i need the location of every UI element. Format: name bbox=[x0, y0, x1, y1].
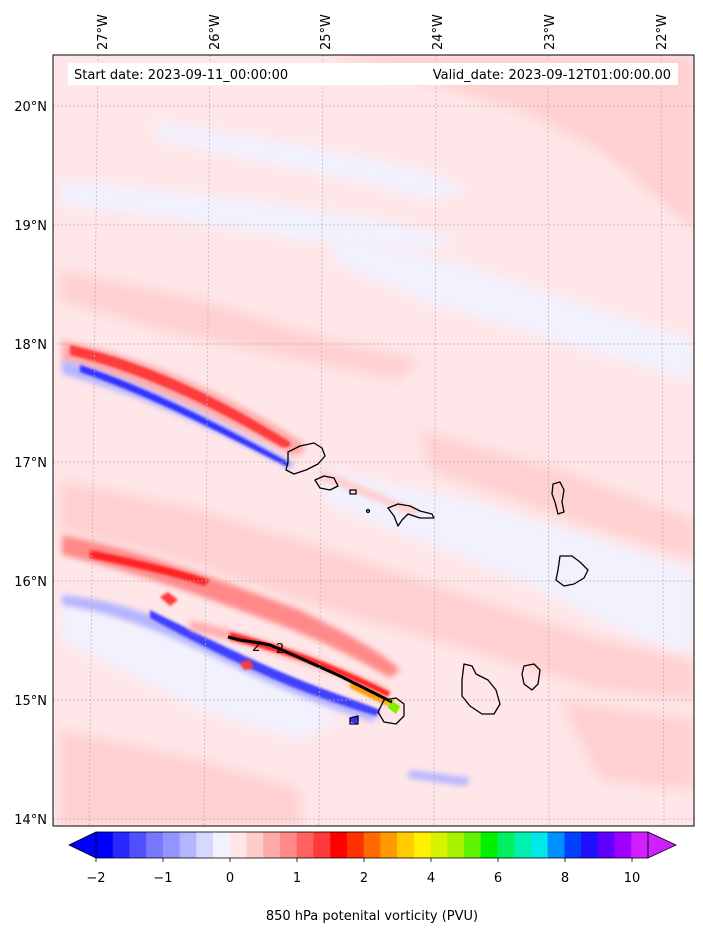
latitude-labels: 20°N 19°N 18°N 17°N 16°N 15°N 14°N bbox=[14, 100, 47, 828]
cbar-tick-label: 10 bbox=[624, 871, 641, 886]
lat-label-15n: 15°N bbox=[14, 694, 47, 709]
colorbar-cell bbox=[397, 832, 415, 858]
colorbar-cells bbox=[96, 832, 649, 858]
colorbar-cell bbox=[363, 832, 381, 858]
longitude-labels: 27°W 26°W 25°W 24°W 23°W 22°W bbox=[96, 14, 670, 50]
colorbar-cell bbox=[229, 832, 248, 858]
colorbar-cell bbox=[631, 832, 649, 858]
island-brava bbox=[349, 715, 359, 725]
lat-label-14n: 14°N bbox=[14, 813, 47, 828]
colorbar-cell bbox=[112, 832, 130, 858]
valid-date: Valid_date: 2023-09-12T01:00:00.00 bbox=[433, 68, 671, 83]
colorbar: −2 −1 0 1 2 4 6 8 10 850 hPa potenital v… bbox=[68, 831, 677, 924]
colorbar-cell bbox=[614, 832, 632, 858]
colorbar-cell bbox=[263, 832, 281, 858]
lat-label-18n: 18°N bbox=[14, 338, 47, 353]
lon-label-27w: 27°W bbox=[96, 14, 111, 50]
colorbar-cell bbox=[280, 832, 298, 858]
colorbar-cell bbox=[597, 832, 616, 858]
lat-label-20n: 20°N bbox=[14, 100, 47, 115]
cbar-tick-label: −1 bbox=[153, 871, 172, 886]
island-sao-nicolau bbox=[387, 503, 435, 527]
island-santo-antao bbox=[285, 442, 326, 475]
lat-label-19n: 19°N bbox=[14, 219, 47, 234]
colorbar-cell bbox=[480, 832, 498, 858]
colorbar-cell bbox=[146, 832, 164, 858]
colorbar-cell bbox=[497, 832, 515, 858]
colorbar-cell bbox=[246, 832, 264, 858]
start-date: Start date: 2023-09-11_00:00:00 bbox=[74, 68, 288, 83]
colorbar-cell bbox=[564, 832, 582, 858]
colorbar-cell bbox=[213, 832, 231, 858]
colorbar-cell bbox=[313, 832, 331, 858]
island-maio bbox=[521, 663, 541, 691]
cbar-tick-label: 6 bbox=[494, 871, 502, 886]
cbar-tick-label: −2 bbox=[86, 871, 105, 886]
colorbar-cell bbox=[162, 832, 181, 858]
cbar-tick-label: 4 bbox=[427, 871, 435, 886]
colorbar-cell bbox=[447, 832, 465, 858]
colorbar-cell bbox=[346, 832, 365, 858]
colorbar-cell bbox=[380, 832, 398, 858]
colorbar-cell bbox=[514, 832, 532, 858]
colorbar-cell bbox=[196, 832, 214, 858]
island-santiago bbox=[461, 663, 501, 715]
colorbar-cell bbox=[179, 832, 197, 858]
lat-label-17n: 17°N bbox=[14, 456, 47, 471]
colorbar-frame bbox=[95, 831, 649, 859]
island-sao-vicente bbox=[314, 475, 339, 491]
gridlines bbox=[53, 55, 694, 826]
colorbar-cell bbox=[581, 832, 599, 858]
colorbar-cell bbox=[96, 832, 114, 858]
colorbar-cell bbox=[530, 832, 549, 858]
colorbar-label: 850 hPa potenital vorticity (PVU) bbox=[266, 909, 478, 924]
colorbar-tick-labels: −2 −1 0 1 2 4 6 8 10 bbox=[86, 871, 640, 886]
lon-label-26w: 26°W bbox=[208, 14, 223, 50]
colorbar-cell bbox=[430, 832, 448, 858]
island-boa-vista bbox=[555, 555, 589, 587]
colorbar-cell bbox=[464, 832, 482, 858]
field-patches bbox=[60, 55, 694, 826]
contour-label: 2 bbox=[252, 640, 260, 655]
lon-label-25w: 25°W bbox=[319, 14, 334, 50]
contour-label-2: 2 bbox=[276, 642, 284, 657]
colorbar-cell bbox=[129, 832, 147, 858]
island-santa-luzia bbox=[349, 489, 357, 495]
pv-contour-line bbox=[227, 635, 393, 704]
colorbar-cell bbox=[296, 832, 314, 858]
map-panel: 2 2 bbox=[53, 55, 694, 826]
coastlines bbox=[285, 442, 589, 725]
northern-vorticity-band bbox=[62, 340, 420, 516]
colorbar-cell bbox=[413, 832, 432, 858]
lon-label-24w: 24°W bbox=[431, 14, 446, 50]
lat-label-16n: 16°N bbox=[14, 575, 47, 590]
map-frame bbox=[52, 54, 695, 827]
island-fogo bbox=[377, 697, 405, 725]
cbar-tick-label: 8 bbox=[561, 871, 569, 886]
colorbar-extend-right bbox=[647, 831, 677, 859]
lon-label-22w: 22°W bbox=[655, 14, 670, 50]
colorbar-extend-left bbox=[68, 831, 97, 859]
colorbar-cell bbox=[547, 832, 565, 858]
cbar-tick-label: 1 bbox=[293, 871, 301, 886]
island-sal bbox=[551, 481, 565, 515]
colorbar-cell bbox=[330, 832, 348, 858]
lon-label-23w: 23°W bbox=[543, 14, 558, 50]
cbar-tick-label: 2 bbox=[360, 871, 368, 886]
header-box bbox=[68, 63, 678, 85]
cbar-tick-label: 0 bbox=[226, 871, 234, 886]
colorbar-ticks bbox=[95, 858, 633, 862]
island-raso bbox=[365, 508, 371, 514]
